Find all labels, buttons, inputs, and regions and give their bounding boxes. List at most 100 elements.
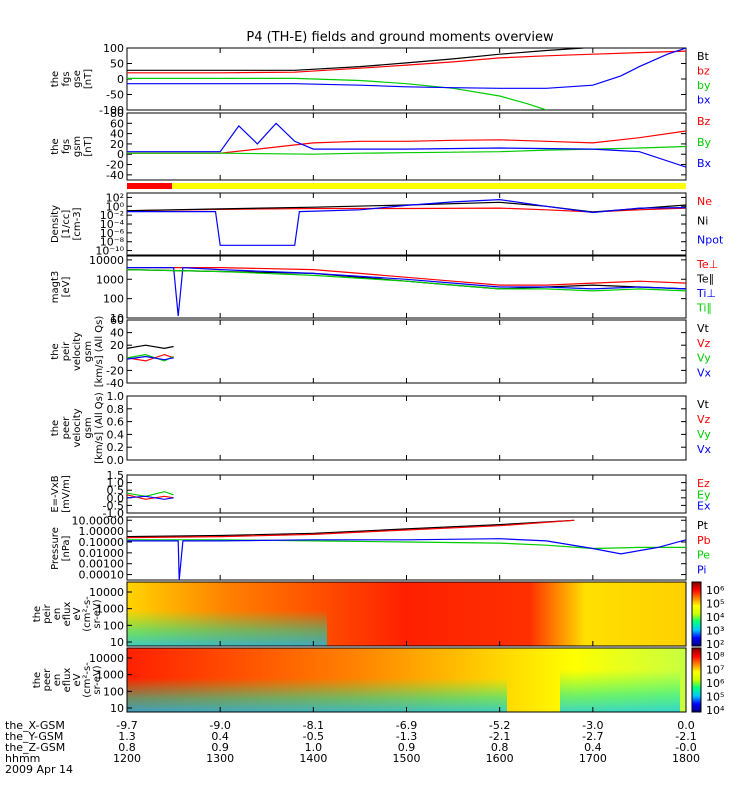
x-row-value: 1500 <box>393 752 421 765</box>
y-axis-label-line: Density <box>50 205 61 243</box>
series-Bt <box>127 48 584 71</box>
legend-Npot: Npot <box>697 234 724 247</box>
y-axis-label-line: eflux <box>62 602 73 627</box>
series-Pb <box>127 519 575 539</box>
x-row-value: -9.7 <box>116 719 137 732</box>
ytick-label: 0.10000 <box>79 536 125 549</box>
series-Bz <box>127 130 686 154</box>
ytick-label: 0 <box>117 73 124 86</box>
x-row-value: -1.3 <box>396 730 417 743</box>
colorbar <box>691 581 702 647</box>
y-axis-label: thepeervelocitygsm[km/s] (All Qs) <box>50 392 105 464</box>
ytick-label: 10.00000 <box>72 514 125 527</box>
legend-Pt: Pt <box>697 519 709 532</box>
ytick-label: 10 <box>110 702 124 715</box>
series-Npot <box>127 198 686 246</box>
y-axis-label-line: [mV/m] <box>61 475 72 513</box>
legend-Pb: Pb <box>697 534 711 547</box>
legend-Vt: Vt <box>697 322 710 335</box>
y-axis-label-line: [nPa] <box>61 535 72 561</box>
x-row-value: 0.4 <box>584 741 602 754</box>
ytick-label: 0.2 <box>107 441 125 454</box>
ytick-label: -1.0 <box>103 507 124 520</box>
ytick-label: 10⁻¹⁰ <box>95 245 124 258</box>
y-axis-label-line: gse <box>72 70 83 88</box>
y-axis-label: thefgsgse[nT] <box>50 69 94 89</box>
y-axis-label: E=-VxB[mV/m] <box>50 475 72 513</box>
legend-Vx: Vx <box>697 366 712 379</box>
ytick-label: 0 <box>117 148 124 161</box>
x-row-value: 1800 <box>672 752 700 765</box>
ytick-label: -0.5 <box>103 499 124 512</box>
series-Bx <box>127 122 686 168</box>
x-row-label: hhmm <box>5 752 40 765</box>
ytick-label: 0.8 <box>107 403 125 416</box>
ytick-label: 60 <box>110 117 124 130</box>
series-Vx <box>127 355 174 361</box>
series-bz <box>127 50 686 74</box>
ytick-label: 1000 <box>96 273 124 286</box>
panel-magt3: 10000 1000 100 10 magt3[eV] Te⊥ Te∥Ti⊥ Ti∥ <box>50 254 718 325</box>
legend-Ne: Ne <box>697 195 712 208</box>
y-axis-label: thepeerenefluxeV(cm²-s-sr-eV) <box>32 662 103 698</box>
ytick-label: 0.00010 <box>79 569 125 582</box>
legend-Ex: Ex <box>697 500 711 513</box>
line-panels: 100500-50-100thefgsgse[nT]Btbzbybx806040… <box>50 42 724 582</box>
ytick-label: 10000 <box>89 652 124 665</box>
series-Ni <box>127 201 686 213</box>
y-axis-label: magt3[eV] <box>50 271 72 304</box>
ytick-label: 10⁻² <box>100 209 124 222</box>
y-axis-label-line: the <box>32 606 43 622</box>
ytick-label: -20 <box>106 364 124 377</box>
legend-Vt: Vt <box>697 398 710 411</box>
legend-Pi: Pi <box>697 563 706 576</box>
series-By <box>127 145 686 155</box>
y-axis-label-line: peer <box>61 416 72 440</box>
x-row-value: -9.0 <box>209 719 230 732</box>
x-row-value: 1.3 <box>118 730 136 743</box>
colorbar-label: 10² <box>706 638 724 651</box>
ytick-label: 20 <box>110 339 124 352</box>
panel-peer-velocity: 1.00.80.60.40.20.0thepeervelocitygsm[km/… <box>50 390 712 467</box>
y-axis-label-line: en <box>52 674 63 687</box>
spectrogram-peer-eflux: 10000 1000 100 10 thepeerenefluxeV(cm²-s-sr-… <box>32 647 725 717</box>
y-axis-label-line: velocity <box>72 332 83 371</box>
ytick-label: 80 <box>110 107 124 120</box>
x-row-value: -2.1 <box>675 730 696 743</box>
panel-frame <box>126 192 687 256</box>
y-axis-label-line: gsm <box>83 417 94 438</box>
ytick-label: 10² <box>106 191 124 204</box>
colorbar-label: 10⁶ <box>706 677 725 690</box>
ytick-label: 100 <box>103 685 124 698</box>
ytick-label: -50 <box>106 89 124 102</box>
x-row-value: 1600 <box>486 752 514 765</box>
y-axis-label-line: peir <box>42 603 53 623</box>
y-axis-label-line: (cm²-s- <box>82 662 93 698</box>
y-axis-label-line: en <box>52 608 63 621</box>
colorbar-label: 10⁷ <box>706 664 724 677</box>
panel-frame <box>126 474 687 514</box>
ytick-label: 0.0 <box>107 454 125 467</box>
y-axis-label-line: gsm <box>83 341 94 362</box>
series-Ex <box>127 495 174 500</box>
ytick-label: 10⁻⁴ <box>100 218 125 231</box>
y-axis-label-line: [nT] <box>83 136 94 156</box>
x-row-value: 0.9 <box>398 741 416 754</box>
colorbar-label: 10⁴ <box>706 704 725 717</box>
x-row-value: -2.7 <box>582 730 603 743</box>
legend-Ey: Ey <box>697 488 711 501</box>
ytick-label: 10⁻⁶ <box>100 227 125 240</box>
panel-frame <box>126 319 687 384</box>
ytick-label: 0 <box>117 352 124 365</box>
ytick-label: 1000 <box>96 669 124 682</box>
legend-Vy: Vy <box>697 428 711 441</box>
spectrogram-panels: 10000100010010thepeirenefluxeV(cm²-s-sr-… <box>32 581 725 717</box>
x-row-value: 1700 <box>579 752 607 765</box>
x-row-value: -0.5 <box>303 730 324 743</box>
ytick-label: 10000 <box>89 586 124 599</box>
y-axis-label-line: [1/cc] <box>61 210 72 239</box>
y-axis-label-line: [nT] <box>83 69 94 89</box>
